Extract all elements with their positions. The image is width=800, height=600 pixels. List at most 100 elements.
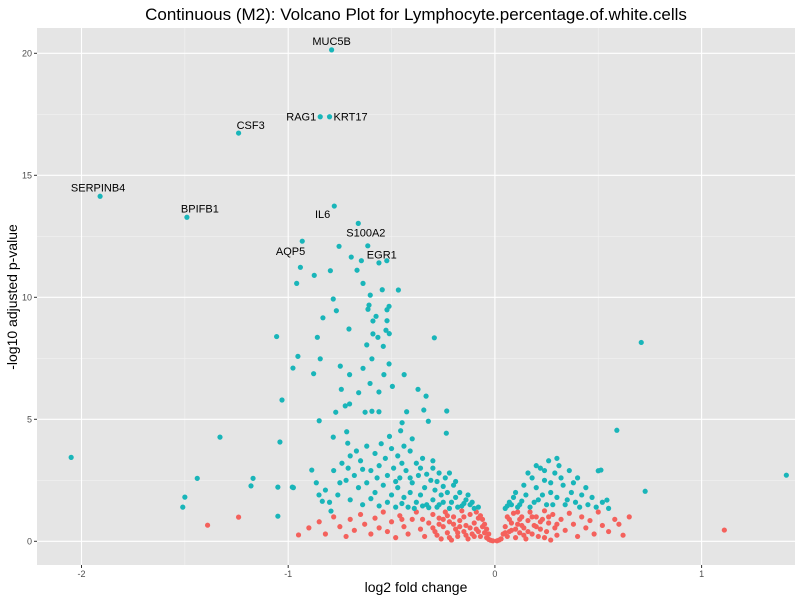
non-significant-point [477, 533, 484, 540]
non-significant-point [527, 509, 533, 515]
significant-point [560, 482, 566, 488]
non-significant-point [409, 516, 415, 522]
non-significant-point [574, 533, 581, 540]
significant-point [367, 292, 373, 298]
non-significant-point [583, 525, 589, 531]
significant-point [399, 460, 405, 466]
significant-point [358, 258, 364, 264]
significant-point [380, 343, 386, 349]
non-significant-point [546, 514, 552, 520]
non-significant-point [543, 528, 550, 535]
non-significant-point [554, 521, 560, 527]
significant-point [367, 380, 373, 387]
significant-point [589, 494, 595, 500]
significant-point [405, 504, 411, 510]
non-significant-point [605, 528, 612, 535]
significant-point [556, 463, 562, 469]
x-tick-label: -1 [284, 569, 292, 579]
significant-point [295, 353, 301, 359]
non-significant-point [457, 517, 463, 524]
significant-point [365, 306, 371, 312]
labeled-point [235, 130, 242, 136]
significant-point [543, 502, 550, 508]
significant-point [564, 497, 570, 503]
significant-point [384, 307, 390, 313]
non-significant-point [502, 524, 508, 530]
non-significant-point [347, 516, 353, 522]
significant-point [426, 505, 432, 511]
significant-point [339, 460, 345, 466]
significant-point [399, 420, 405, 426]
non-significant-point [436, 515, 442, 521]
significant-point [277, 439, 283, 445]
significant-point [398, 428, 404, 434]
y-tick-label: 0 [27, 536, 32, 546]
significant-point [430, 458, 436, 464]
non-significant-point [595, 509, 601, 515]
gene-label: RAG1 [286, 112, 316, 124]
significant-point [475, 504, 481, 510]
non-significant-point [463, 532, 469, 538]
non-significant-point [430, 511, 436, 518]
significant-point [326, 499, 333, 505]
non-significant-point [541, 535, 548, 541]
significant-point [290, 485, 296, 491]
gene-label: BPIFB1 [181, 203, 219, 215]
significant-point [533, 463, 539, 469]
significant-point [294, 280, 300, 286]
gene-label: CSF3 [237, 120, 265, 132]
significant-point [356, 390, 362, 396]
significant-point [579, 492, 585, 498]
significant-point [395, 287, 401, 293]
significant-point [422, 485, 428, 491]
x-tick-label: 0 [492, 569, 497, 579]
significant-point [383, 327, 389, 333]
significant-point [378, 441, 384, 447]
significant-point [313, 480, 319, 486]
significant-point [595, 468, 601, 474]
y-tick-label: 10 [22, 292, 32, 302]
non-significant-point [517, 516, 523, 522]
non-significant-point [510, 510, 517, 516]
significant-point [508, 502, 515, 508]
data-points [68, 47, 789, 544]
significant-point [365, 243, 371, 249]
significant-point [533, 485, 539, 491]
significant-point [364, 443, 370, 449]
non-significant-point [599, 522, 605, 529]
non-significant-point [579, 514, 585, 520]
significant-point [330, 434, 336, 440]
significant-point [372, 450, 378, 457]
significant-point [354, 267, 360, 273]
significant-point [217, 434, 223, 440]
x-tick-label: -2 [77, 569, 85, 579]
non-significant-point [444, 513, 450, 519]
significant-point [593, 504, 599, 510]
significant-point [510, 494, 517, 500]
significant-point [570, 480, 577, 486]
significant-point [360, 365, 366, 371]
significant-point [335, 492, 341, 498]
significant-point [328, 508, 334, 514]
non-significant-point [393, 535, 399, 541]
non-significant-point [506, 528, 512, 535]
non-significant-point [467, 511, 473, 518]
significant-point [574, 475, 581, 481]
non-significant-point [525, 528, 531, 535]
non-significant-point [463, 522, 469, 529]
non-significant-point [434, 532, 440, 538]
significant-point [333, 409, 339, 415]
significant-point [440, 483, 446, 489]
non-significant-point [471, 533, 477, 540]
non-significant-point [591, 531, 597, 537]
non-significant-point [721, 527, 727, 533]
significant-point [180, 504, 186, 510]
non-significant-point [417, 526, 424, 532]
non-significant-point [455, 533, 461, 540]
significant-point [351, 472, 357, 479]
significant-point [409, 480, 415, 486]
significant-point [419, 455, 426, 461]
significant-point [381, 372, 387, 378]
significant-point [336, 243, 342, 249]
significant-point [430, 497, 436, 503]
